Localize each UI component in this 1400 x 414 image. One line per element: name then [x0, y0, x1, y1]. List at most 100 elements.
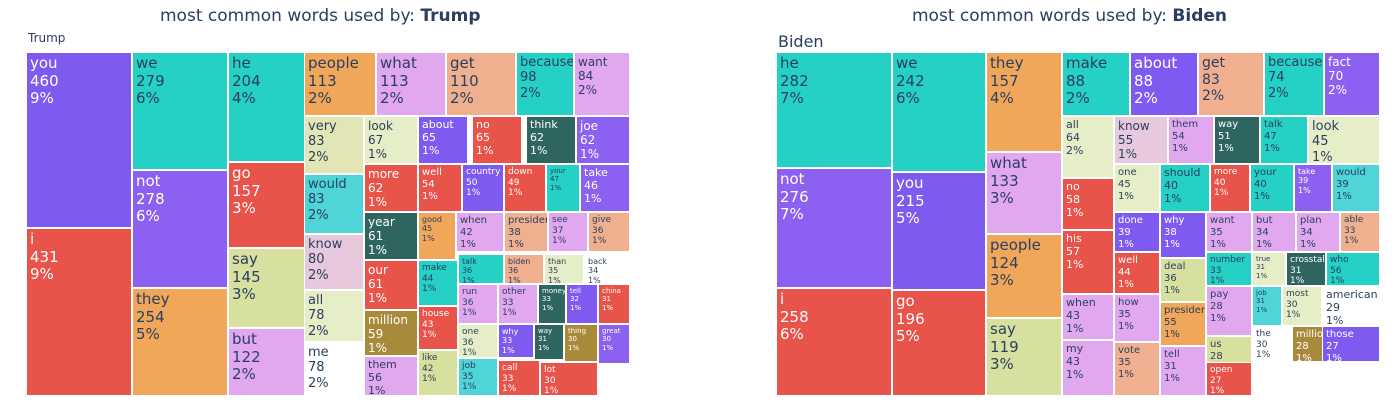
- treemap-tile-china[interactable]: china 31 1%: [598, 284, 630, 324]
- treemap-tile-look[interactable]: look 67 1%: [364, 116, 418, 164]
- treemap-tile-more[interactable]: more 40 1%: [1210, 164, 1250, 212]
- treemap-tile-number[interactable]: number 33 1%: [1206, 252, 1252, 286]
- treemap-tile-go[interactable]: go 196 5%: [892, 290, 986, 396]
- treemap-tile-the[interactable]: the 30 1%: [1252, 326, 1292, 362]
- treemap-tile-house[interactable]: house 43 1%: [418, 306, 458, 350]
- treemap-tile-no[interactable]: no 58 1%: [1062, 178, 1114, 230]
- treemap-tile-make[interactable]: make 44 1%: [418, 260, 458, 306]
- treemap-tile-make[interactable]: make 88 2%: [1062, 52, 1130, 116]
- treemap-tile-run[interactable]: run 36 1%: [458, 284, 498, 324]
- treemap-tile-get[interactable]: get 110 2%: [446, 52, 516, 116]
- treemap-tile-plan[interactable]: plan 34 1%: [1296, 212, 1340, 252]
- treemap-tile-vote[interactable]: vote 35 1%: [1114, 342, 1160, 396]
- treemap-tile-you[interactable]: you 460 9%: [26, 52, 132, 228]
- treemap-tile-done[interactable]: done 39 1%: [1114, 212, 1160, 252]
- treemap-tile-way[interactable]: way 51 1%: [1214, 116, 1260, 164]
- treemap-tile-when[interactable]: when 43 1%: [1062, 294, 1114, 340]
- treemap-tile-tell[interactable]: tell 32 1%: [566, 284, 598, 324]
- treemap-tile-not[interactable]: not 276 7%: [776, 168, 892, 288]
- treemap-tile-way[interactable]: way 31 1%: [534, 324, 564, 360]
- treemap-tile-me[interactable]: me 78 2%: [304, 342, 364, 396]
- treemap-tile-your[interactable]: your 40 1%: [1250, 164, 1294, 212]
- treemap-tile-all[interactable]: all 78 2%: [304, 290, 364, 342]
- treemap-tile-those[interactable]: those 27 1%: [1322, 326, 1380, 362]
- treemap-tile-because[interactable]: because 74 2%: [1264, 52, 1324, 116]
- treemap-tile-no[interactable]: no 65 1%: [472, 116, 522, 164]
- treemap-tile-very[interactable]: very 83 2%: [304, 116, 364, 174]
- treemap-tile-see[interactable]: see 37 1%: [548, 212, 588, 252]
- treemap-tile-back[interactable]: back 34 1%: [584, 254, 630, 284]
- treemap-tile-million[interactable]: million 59 1%: [364, 310, 418, 356]
- treemap-tile-tell[interactable]: tell 31 1%: [1160, 346, 1206, 396]
- treemap-tile-he[interactable]: he 282 7%: [776, 52, 892, 168]
- treemap-tile-crosstalk[interactable]: crosstalk311%: [1286, 252, 1326, 286]
- treemap-tile-would[interactable]: would 83 2%: [304, 174, 364, 234]
- treemap-tile-get[interactable]: get 83 2%: [1198, 52, 1264, 116]
- treemap-tile-who[interactable]: who 56 1%: [1326, 252, 1380, 286]
- treemap-tile-take[interactable]: take 39 1%: [1294, 164, 1332, 212]
- treemap-tile-people[interactable]: people 124 3%: [986, 234, 1062, 318]
- treemap-tile-they[interactable]: they 157 4%: [986, 52, 1062, 152]
- treemap-tile-know[interactable]: know 55 1%: [1114, 116, 1168, 164]
- treemap-tile-because[interactable]: because 98 2%: [516, 52, 574, 116]
- treemap-tile-what[interactable]: what 133 3%: [986, 152, 1062, 234]
- treemap-tile-give[interactable]: give 36 1%: [588, 212, 630, 252]
- treemap-tile-but[interactable]: but 34 1%: [1252, 212, 1296, 252]
- treemap-tile-them[interactable]: them 54 1%: [1168, 116, 1214, 164]
- treemap-tile-more[interactable]: more 62 1%: [364, 164, 418, 212]
- treemap-tile-call[interactable]: call 33 1%: [498, 360, 540, 396]
- treemap-tile-talk[interactable]: talk 47 1%: [1260, 116, 1308, 164]
- treemap-tile-say[interactable]: say 119 3%: [986, 318, 1062, 396]
- treemap-tile-not[interactable]: not 278 6%: [132, 170, 228, 288]
- treemap-tile-great[interactable]: great 30 1%: [598, 324, 630, 364]
- treemap-tile-thing[interactable]: thing 30 1%: [564, 324, 598, 362]
- treemap-tile-want[interactable]: want 35 1%: [1206, 212, 1252, 252]
- treemap-tile-money[interactable]: money 33 1%: [538, 284, 566, 324]
- treemap-tile-i[interactable]: i 258 6%: [776, 288, 892, 396]
- treemap-tile-my[interactable]: my 43 1%: [1062, 340, 1114, 396]
- treemap-tile-other[interactable]: other 33 1%: [498, 284, 538, 324]
- treemap-tile-we[interactable]: we 242 6%: [892, 52, 986, 172]
- treemap-tile-one[interactable]: one 45 1%: [1114, 164, 1160, 212]
- treemap-root-label-biden[interactable]: Biden: [778, 32, 824, 51]
- treemap-tile-country[interactable]: country 50 1%: [462, 164, 504, 212]
- treemap-tile-fact[interactable]: fact 70 2%: [1324, 52, 1380, 116]
- treemap-tile-president[interactable]: president551%: [1160, 302, 1206, 346]
- treemap-tile-job[interactable]: job 31 1%: [1252, 286, 1282, 326]
- treemap-tile-take[interactable]: take 46 1%: [580, 164, 630, 212]
- treemap-tile-they[interactable]: they 254 5%: [132, 288, 228, 396]
- treemap-tile-we[interactable]: we 279 6%: [132, 52, 228, 170]
- treemap-tile-how[interactable]: how 35 1%: [1114, 294, 1160, 342]
- treemap-tile-would[interactable]: would 39 1%: [1332, 164, 1380, 212]
- treemap-tile-want[interactable]: want 84 2%: [574, 52, 630, 116]
- treemap-tile-your[interactable]: your 47 1%: [546, 164, 580, 212]
- treemap-tile-you[interactable]: you 215 5%: [892, 172, 986, 290]
- treemap-tile-job[interactable]: job 35 1%: [458, 358, 498, 396]
- treemap-tile-them[interactable]: them 56 1%: [364, 356, 418, 396]
- treemap-tile-one[interactable]: one 36 1%: [458, 324, 498, 358]
- treemap-tile-lot[interactable]: lot 30 1%: [540, 362, 598, 396]
- treemap-tile-than[interactable]: than 35 1%: [544, 254, 584, 284]
- treemap-tile-say[interactable]: say 145 3%: [228, 248, 306, 328]
- treemap-tile-look[interactable]: look 45 1%: [1308, 116, 1380, 164]
- treemap-tile-should[interactable]: should 40 1%: [1160, 164, 1210, 212]
- treemap-tile-well[interactable]: well 54 1%: [418, 164, 462, 212]
- treemap-tile-open[interactable]: open 27 1%: [1206, 362, 1252, 396]
- treemap-tile-know[interactable]: know 80 2%: [304, 234, 364, 290]
- treemap-tile-talk[interactable]: talk 36 1%: [458, 254, 504, 284]
- treemap-tile-able[interactable]: able 33 1%: [1340, 212, 1380, 252]
- treemap-tile-year[interactable]: year 61 1%: [364, 212, 418, 260]
- treemap-tile-think[interactable]: think 62 1%: [526, 116, 576, 164]
- treemap-root-label-trump[interactable]: Trump: [28, 31, 66, 45]
- treemap-tile-go[interactable]: go 157 3%: [228, 162, 306, 248]
- treemap-tile-about[interactable]: about 65 1%: [418, 116, 468, 164]
- treemap-tile-what[interactable]: what 113 2%: [376, 52, 446, 116]
- treemap-tile-joe[interactable]: joe 62 1%: [576, 116, 630, 164]
- treemap-tile-american[interactable]: american 29 1%: [1322, 286, 1380, 326]
- treemap-tile-why[interactable]: why 38 1%: [1160, 212, 1206, 258]
- treemap-tile-biden[interactable]: biden 36 1%: [504, 254, 544, 284]
- treemap-tile-like[interactable]: like 42 1%: [418, 350, 458, 396]
- treemap-tile-well[interactable]: well 44 1%: [1114, 252, 1160, 294]
- treemap-tile-his[interactable]: his 57 1%: [1062, 230, 1114, 294]
- treemap-tile-true[interactable]: true 31 1%: [1252, 252, 1286, 286]
